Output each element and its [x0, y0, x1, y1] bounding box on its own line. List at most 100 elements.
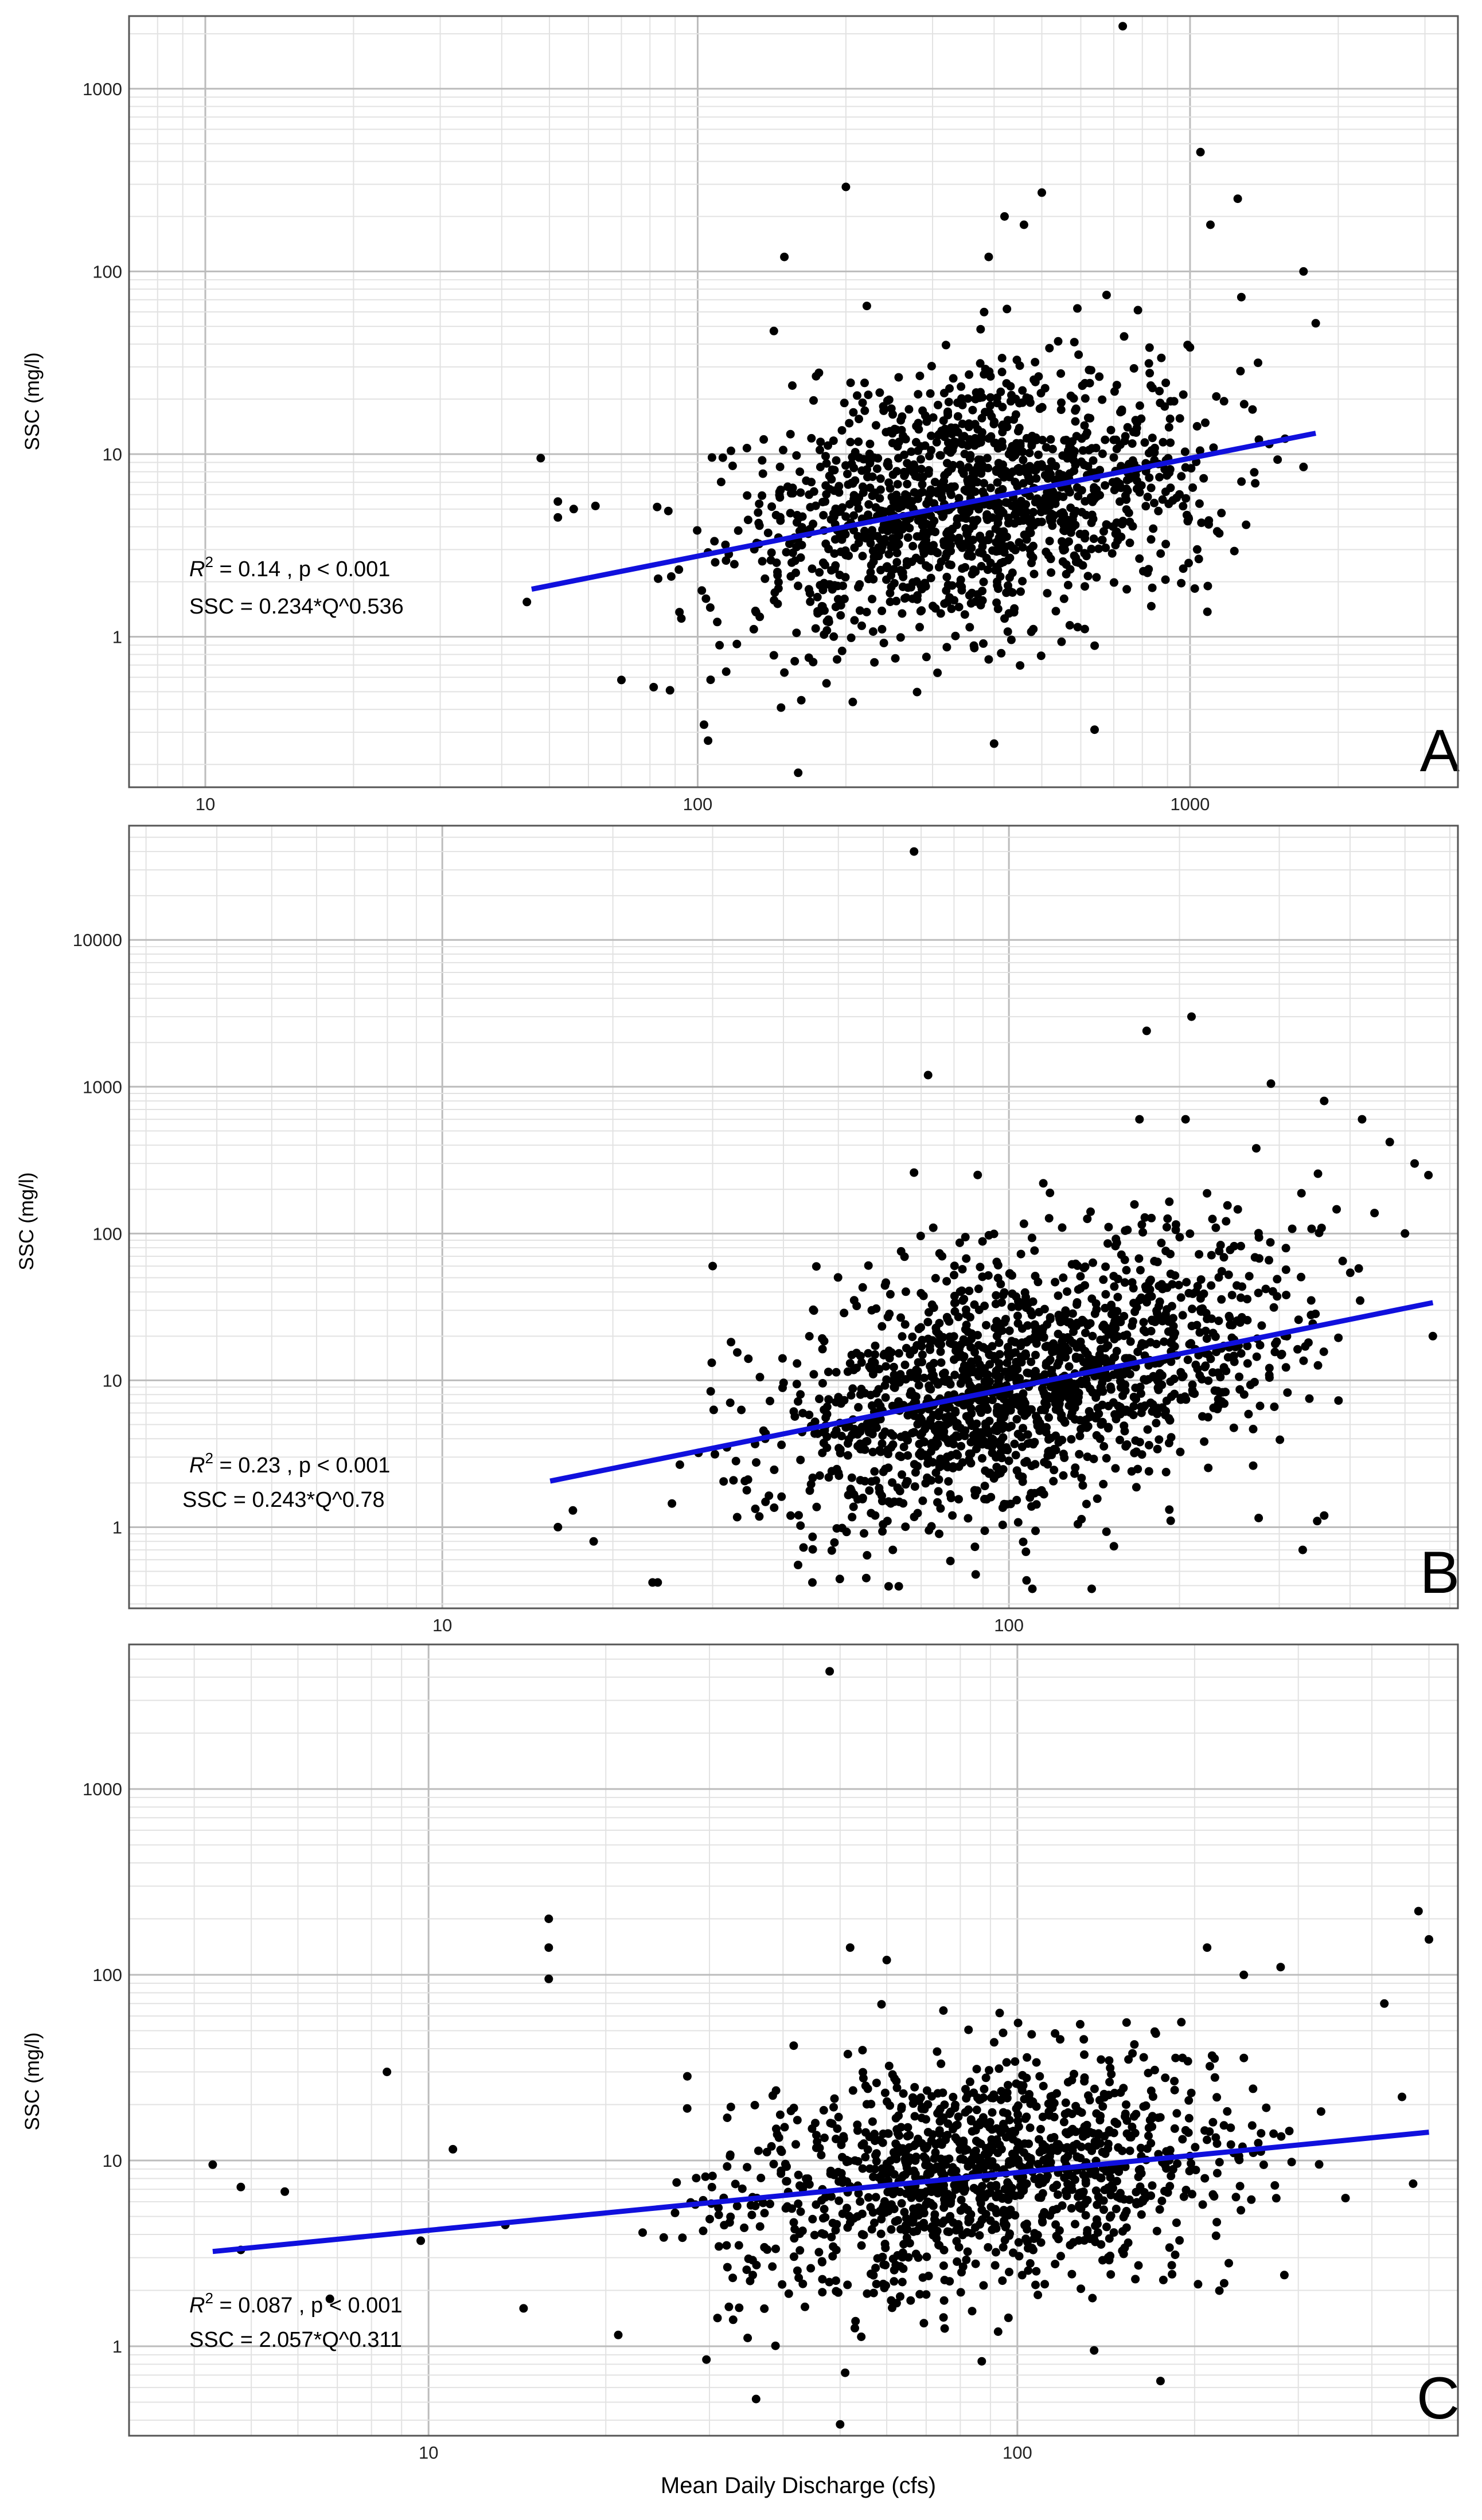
data-point: [1109, 2228, 1118, 2237]
data-point: [801, 2302, 809, 2311]
data-point: [1016, 587, 1025, 596]
data-point: [966, 1437, 976, 1447]
data-point: [977, 433, 986, 443]
data-point: [957, 2154, 966, 2163]
data-point: [1188, 1289, 1198, 1298]
data-point: [1123, 1225, 1132, 1234]
data-point: [1148, 1407, 1157, 1416]
data-point: [971, 2259, 980, 2268]
data-point: [818, 2275, 827, 2284]
data-point: [993, 604, 1003, 614]
data-point: [1257, 2129, 1266, 2138]
data-point: [1008, 1349, 1017, 1358]
data-point: [1159, 437, 1168, 447]
data-point: [1145, 343, 1154, 352]
data-point: [1040, 2280, 1050, 2289]
data-point: [740, 1476, 750, 1486]
data-point: [990, 1425, 1000, 1434]
data-point: [1039, 1324, 1048, 1333]
data-point: [818, 1345, 827, 1354]
panel-c-grid: [129, 1644, 1458, 2436]
data-point: [675, 1460, 684, 1469]
panel-c-equation: SSC = 2.057*Q^0.311: [189, 2328, 402, 2352]
data-point: [1050, 1466, 1059, 1475]
data-point: [664, 506, 673, 515]
data-point: [742, 1486, 751, 1495]
data-point: [989, 420, 999, 429]
data-point: [1090, 2137, 1099, 2146]
data-point: [984, 655, 993, 664]
data-point: [854, 1402, 863, 1412]
data-point: [837, 646, 847, 655]
data-point: [1106, 1382, 1115, 1392]
data-point: [795, 2229, 804, 2238]
data-point: [953, 514, 962, 523]
panel-a-equation: SSC = 0.234*Q^0.536: [189, 595, 404, 619]
data-point: [1090, 483, 1099, 492]
data-point: [1122, 495, 1131, 504]
data-point: [915, 2290, 925, 2299]
data-point: [954, 603, 964, 612]
data-point: [1019, 1219, 1028, 1228]
data-point: [777, 1440, 786, 1450]
panel-b-regression-line: [549, 1300, 1434, 1484]
data-point: [806, 2264, 816, 2273]
data-point: [913, 591, 922, 600]
data-point: [1157, 353, 1166, 362]
data-point: [1254, 1514, 1263, 1522]
data-point: [866, 539, 875, 548]
data-point: [1006, 446, 1015, 455]
data-point: [943, 411, 953, 420]
data-point: [933, 2047, 942, 2056]
data-point: [1072, 1354, 1081, 1363]
data-point: [1216, 1373, 1225, 1382]
data-point: [1170, 2124, 1179, 2133]
data-point: [879, 406, 888, 415]
data-point: [1000, 1288, 1009, 1297]
data-point: [976, 532, 985, 541]
data-point: [954, 494, 964, 503]
data-point: [775, 513, 785, 522]
data-point: [775, 462, 785, 471]
data-point: [903, 1451, 912, 1460]
data-point: [900, 1320, 910, 1329]
data-point: [1283, 1388, 1292, 1397]
data-point: [1195, 1328, 1204, 1337]
data-point: [1025, 2123, 1035, 2132]
panel-c-label: C: [1417, 2365, 1460, 2432]
data-point: [990, 439, 999, 448]
data-point: [1172, 2218, 1181, 2228]
data-point: [927, 546, 936, 556]
data-point: [780, 668, 789, 677]
data-point: [733, 1348, 742, 1357]
data-point: [999, 527, 1008, 536]
data-point: [1029, 507, 1038, 517]
data-point: [946, 1494, 955, 1503]
data-point: [900, 2208, 909, 2217]
data-point: [911, 1468, 920, 1477]
data-point: [924, 1308, 933, 1317]
data-point: [1230, 1241, 1239, 1251]
data-point: [1163, 1214, 1172, 1223]
data-point: [735, 2303, 744, 2312]
data-point: [833, 1273, 843, 1282]
data-point: [888, 1376, 898, 1385]
data-point: [1039, 2081, 1048, 2091]
data-point: [999, 2028, 1008, 2037]
data-point: [872, 2156, 881, 2166]
data-point: [868, 491, 877, 501]
data-point: [904, 2143, 914, 2152]
data-point: [1022, 1576, 1031, 1585]
data-point: [1161, 1406, 1170, 1416]
data-point: [979, 639, 988, 648]
data-point: [1030, 1488, 1039, 1498]
data-point: [919, 540, 929, 549]
data-point: [1011, 478, 1020, 487]
data-point: [1042, 548, 1051, 556]
data-point: [1039, 1179, 1048, 1188]
data-point: [815, 568, 824, 577]
data-point: [838, 2178, 847, 2187]
data-point: [827, 2192, 836, 2201]
data-point: [1235, 1372, 1244, 1381]
data-point: [1023, 2053, 1032, 2062]
